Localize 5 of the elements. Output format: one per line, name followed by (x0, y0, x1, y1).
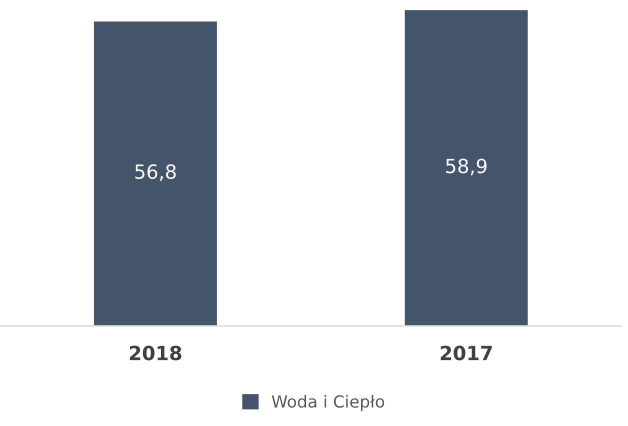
x-tick-label: 2018 (130, 346, 182, 360)
data-label: 56,8 (135, 164, 176, 181)
data-label: 58,9 (446, 158, 487, 176)
legend-label: Woda i Ciepło (272, 394, 384, 411)
x-tick-label: 2017 (440, 346, 492, 360)
